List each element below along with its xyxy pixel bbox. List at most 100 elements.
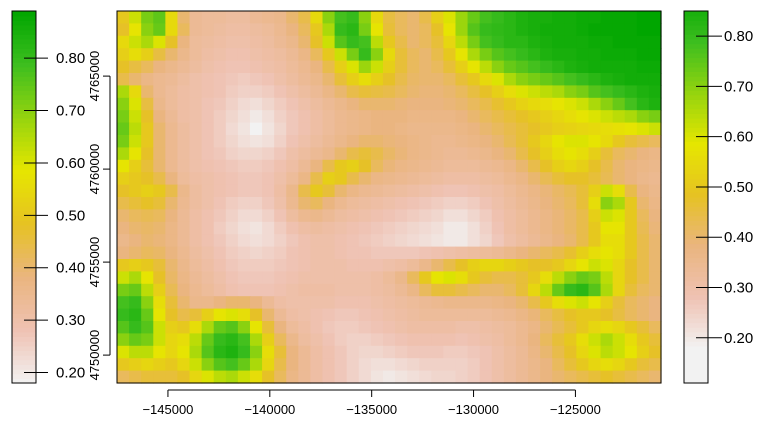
raster-cell xyxy=(540,296,553,310)
legend-swatch xyxy=(12,164,36,170)
raster-cell xyxy=(141,358,154,372)
raster-cell xyxy=(564,321,577,334)
raster-cell xyxy=(431,184,444,198)
raster-cell xyxy=(552,159,565,173)
raster-cell xyxy=(648,11,662,24)
raster-cell xyxy=(564,60,577,74)
raster-cell xyxy=(503,48,517,62)
raster-cell xyxy=(286,35,299,49)
raster-cell xyxy=(491,159,505,173)
raster-cell xyxy=(153,345,166,359)
raster-cell xyxy=(407,271,420,285)
raster-cell xyxy=(419,321,432,334)
raster-cell xyxy=(624,159,638,173)
raster-cell xyxy=(153,283,166,297)
raster-cell xyxy=(648,48,662,62)
raster-cell xyxy=(249,246,263,260)
raster-cell xyxy=(334,172,348,186)
legend-swatch xyxy=(12,178,36,184)
legend-swatch xyxy=(684,52,708,59)
legend-label: 0.20 xyxy=(724,330,753,347)
raster-cell xyxy=(636,271,650,285)
raster-cell xyxy=(213,110,227,124)
raster-cell xyxy=(334,197,348,210)
raster-cell xyxy=(129,209,142,223)
raster-cell xyxy=(274,73,287,86)
raster-cell xyxy=(540,110,553,124)
raster-cell xyxy=(189,135,203,148)
raster-cell xyxy=(213,234,227,248)
raster-cell xyxy=(479,147,493,161)
raster-cell xyxy=(153,97,166,111)
raster-cell xyxy=(262,259,275,272)
raster-cell xyxy=(455,11,469,24)
legend-swatch xyxy=(684,206,708,212)
raster-cell xyxy=(129,345,142,359)
raster-cell xyxy=(153,370,166,384)
raster-cell xyxy=(528,209,541,223)
raster-cell xyxy=(249,333,263,347)
raster-cell xyxy=(491,197,505,210)
raster-cell xyxy=(407,296,420,310)
raster-cell xyxy=(249,85,263,99)
raster-cell xyxy=(395,197,408,210)
legend-frame xyxy=(683,10,709,384)
legend-swatch xyxy=(684,294,708,300)
raster-cell xyxy=(249,122,263,136)
raster-cell xyxy=(262,35,275,49)
raster-cell xyxy=(370,184,384,198)
raster-cell xyxy=(322,73,336,86)
raster-cell xyxy=(346,147,360,161)
legend-swatch xyxy=(12,201,36,207)
raster-cell xyxy=(274,11,287,24)
legend-swatch xyxy=(12,38,36,45)
raster-cell xyxy=(443,184,457,198)
raster-cell xyxy=(249,271,263,285)
raster-cell xyxy=(346,333,360,347)
raster-cell xyxy=(310,221,324,235)
raster-cell xyxy=(648,197,662,210)
legend-swatch xyxy=(12,210,36,217)
raster-cell xyxy=(286,85,299,99)
raster-cell xyxy=(515,358,529,372)
legend-swatch xyxy=(12,373,36,379)
raster-cell xyxy=(141,345,154,359)
raster-cell xyxy=(552,23,565,37)
legend-swatch xyxy=(684,280,708,286)
raster-cell xyxy=(624,85,638,99)
raster-cell xyxy=(564,97,577,111)
raster-cell xyxy=(177,147,191,161)
raster-cell xyxy=(431,73,444,86)
raster-cell xyxy=(624,321,638,334)
raster-cell xyxy=(564,73,577,86)
raster-cell xyxy=(346,296,360,310)
raster-cell xyxy=(274,60,287,74)
raster-cell xyxy=(588,358,602,372)
raster-cell xyxy=(407,135,420,148)
raster-cell xyxy=(636,308,650,322)
raster-cell xyxy=(189,184,203,198)
raster-cell xyxy=(141,147,154,161)
legend-swatch xyxy=(12,145,36,152)
raster-cell xyxy=(588,23,602,37)
raster-cell xyxy=(600,234,614,248)
raster-cell xyxy=(153,234,166,248)
raster-cell xyxy=(588,197,602,210)
raster-cell xyxy=(201,246,215,260)
raster-cell xyxy=(382,135,396,148)
raster-cell xyxy=(237,209,251,223)
legend-swatch xyxy=(12,257,36,263)
legend-swatch xyxy=(12,187,36,193)
raster-cell xyxy=(286,172,299,186)
raster-cell xyxy=(129,321,142,334)
raster-cell xyxy=(479,23,493,37)
raster-cell xyxy=(407,172,420,186)
raster-cell xyxy=(358,135,372,148)
raster-cell xyxy=(382,172,396,186)
legend-swatch xyxy=(12,229,36,235)
raster-cell xyxy=(395,35,408,49)
raster-cell xyxy=(648,370,662,384)
raster-cell xyxy=(588,246,602,260)
legend-swatch xyxy=(12,262,36,268)
raster-cell xyxy=(334,135,348,148)
